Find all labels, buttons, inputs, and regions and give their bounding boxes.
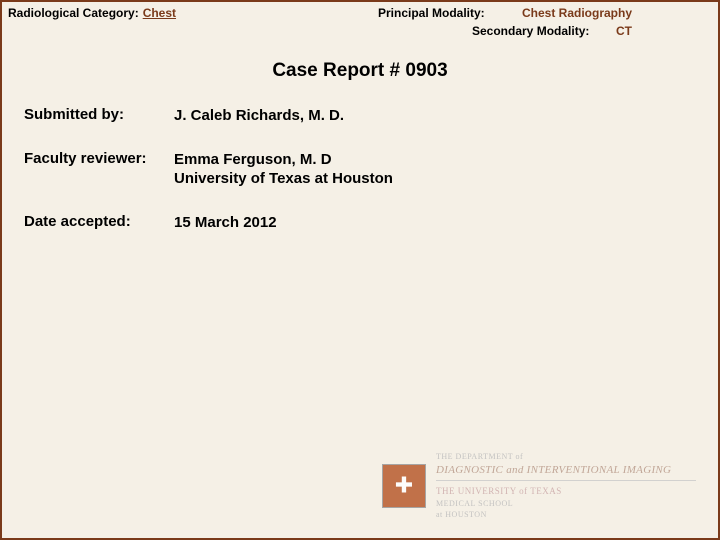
category-block: Radiological Category: Chest (8, 6, 176, 20)
logo-diag: DIAGNOSTIC and INTERVENTIONAL IMAGING (436, 463, 696, 478)
category-value[interactable]: Chest (143, 6, 176, 20)
logo-univ: THE UNIVERSITY of TEXAS (436, 485, 696, 498)
date-row: Date accepted: 15 March 2012 (24, 213, 718, 233)
category-label: Radiological Category: (8, 6, 139, 20)
header-row-2: Secondary Modality: CT (2, 22, 718, 42)
reviewer-line1: Emma Ferguson, M. D (174, 151, 332, 168)
submitted-value: J. Caleb Richards, M. D. (174, 106, 344, 126)
date-value: 15 March 2012 (174, 213, 277, 233)
secondary-modality-value: CT (616, 24, 632, 38)
footer-logo: THE DEPARTMENT of DIAGNOSTIC and INTERVE… (382, 451, 696, 520)
reviewer-row: Faculty reviewer: Emma Ferguson, M. D Un… (24, 150, 718, 189)
header-row-1: Radiological Category: Chest Principal M… (2, 2, 718, 22)
reviewer-label: Faculty reviewer: (24, 150, 174, 189)
principal-modality-value: Chest Radiography (522, 6, 632, 20)
info-block: Submitted by: J. Caleb Richards, M. D. F… (2, 106, 718, 232)
logo-med1: MEDICAL SCHOOL (436, 498, 696, 509)
principal-modality-label: Principal Modality: (378, 6, 508, 20)
case-title: Case Report # 0903 (2, 60, 718, 82)
logo-text: THE DEPARTMENT of DIAGNOSTIC and INTERVE… (436, 451, 696, 520)
logo-med2: at HOUSTON (436, 509, 696, 520)
date-label: Date accepted: (24, 213, 174, 233)
secondary-block: Secondary Modality: CT (472, 24, 712, 38)
logo-dept: THE DEPARTMENT of (436, 451, 696, 462)
principal-block: Principal Modality: Chest Radiography (378, 6, 712, 20)
reviewer-value: Emma Ferguson, M. D University of Texas … (174, 150, 393, 189)
secondary-modality-label: Secondary Modality: (472, 24, 602, 38)
submitted-row: Submitted by: J. Caleb Richards, M. D. (24, 106, 718, 126)
reviewer-line2: University of Texas at Houston (174, 170, 393, 187)
case-report-page: Radiological Category: Chest Principal M… (0, 0, 720, 540)
logo-icon (382, 464, 426, 508)
submitted-label: Submitted by: (24, 106, 174, 126)
logo-divider (436, 480, 696, 481)
